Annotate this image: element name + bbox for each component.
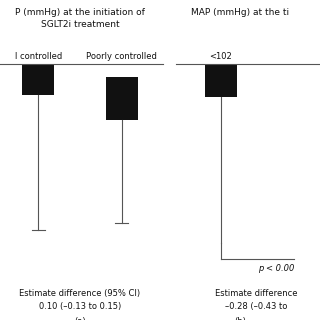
Text: –0.28 (–0.43 to: –0.28 (–0.43 to (225, 302, 287, 311)
Text: SGLT2i treatment: SGLT2i treatment (41, 20, 119, 29)
Bar (205, 64, 237, 97)
Text: 0.10 (–0.13 to 0.15): 0.10 (–0.13 to 0.15) (39, 302, 121, 311)
Text: Estimate difference (95% CI): Estimate difference (95% CI) (20, 289, 140, 298)
Bar (106, 77, 138, 120)
Text: Estimate difference: Estimate difference (215, 289, 297, 298)
Text: MAP (mmHg) at the ti: MAP (mmHg) at the ti (191, 8, 289, 17)
Text: l controlled: l controlled (15, 52, 62, 61)
Text: (a): (a) (74, 317, 86, 320)
Text: P (mmHg) at the initiation of: P (mmHg) at the initiation of (15, 8, 145, 17)
Text: <102: <102 (209, 52, 232, 61)
Text: p < 0.00: p < 0.00 (258, 264, 294, 273)
Text: (b): (b) (234, 317, 246, 320)
Text: Poorly controlled: Poorly controlled (86, 52, 157, 61)
Bar (22, 64, 54, 95)
